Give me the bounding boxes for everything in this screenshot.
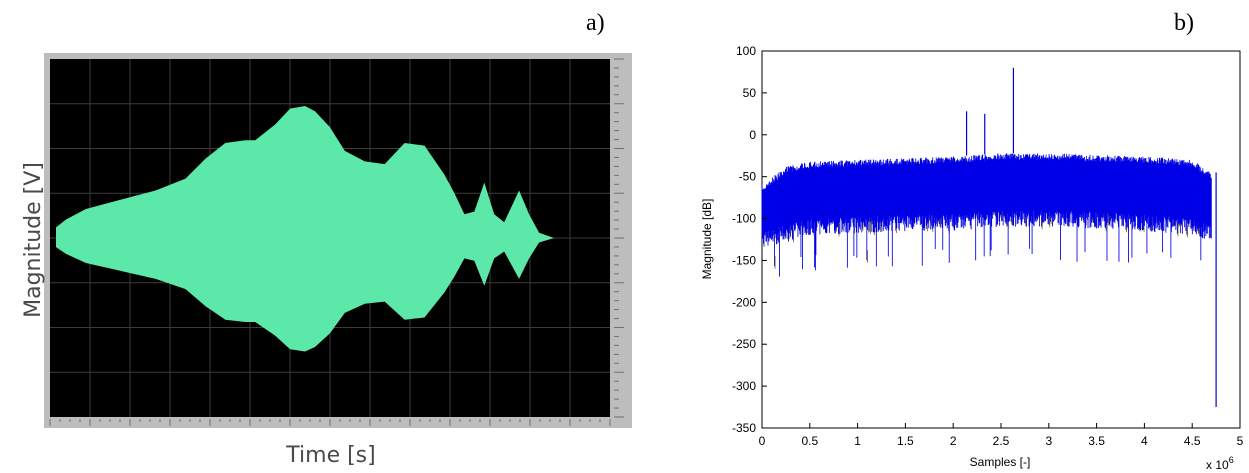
y-tick-label: 50 xyxy=(743,86,757,100)
x-tick-label: 0.5 xyxy=(801,434,818,448)
x-tick-label: 1 xyxy=(854,434,861,448)
spectrum-line xyxy=(761,153,1212,277)
y-tick-label: 100 xyxy=(736,44,756,58)
signal-envelope xyxy=(56,106,554,352)
y-tick-label: -50 xyxy=(739,170,757,184)
panel-b: b) 0 0.5 1 1.5 2 2.5 3 3.5 4 4.5 5 100 50 0 -50 -100 -15… xyxy=(700,10,1244,472)
y-tick-label: -350 xyxy=(732,421,756,435)
panel-b-ticks: 0 0.5 1 1.5 2 2.5 3 3.5 4 4.5 5 100 50 0 -50 -100 -150 -2… xyxy=(732,44,1244,448)
x-tick-label: 5 xyxy=(1237,434,1244,448)
spectrum-trace xyxy=(761,67,1217,408)
panel-b-x-multiplier-base: x 10 xyxy=(1206,458,1229,472)
y-tick-label: 0 xyxy=(749,128,756,142)
panel-a-x-axis-label: Time [s] xyxy=(285,443,375,468)
panel-b-x-axis-label: Samples [-] xyxy=(970,455,1031,469)
x-tick-label: 2.5 xyxy=(993,434,1010,448)
panel-a-y-axis-label: Magnitude [V] xyxy=(21,162,46,318)
y-tick-label: -200 xyxy=(732,295,756,309)
panel-a-label: a) xyxy=(586,10,605,36)
x-tick-label: 4 xyxy=(1141,434,1148,448)
panel-b-axes-box xyxy=(761,50,1241,429)
y-tick-label: -250 xyxy=(732,337,756,351)
x-tick-label: 3.5 xyxy=(1088,434,1105,448)
y-tick-label: -100 xyxy=(732,212,756,226)
panel-a: a) Magnitude [V] Time [s] xyxy=(21,10,632,468)
scope-right-ruler xyxy=(614,58,624,418)
panel-b-y-axis-label: Magnitude [dB] xyxy=(700,199,714,280)
x-tick-label: 1.5 xyxy=(897,434,914,448)
x-tick-label: 3 xyxy=(1045,434,1052,448)
x-tick-label: 0 xyxy=(759,434,766,448)
panel-b-x-multiplier-exponent: 6 xyxy=(1229,455,1234,465)
x-tick-label: 4.5 xyxy=(1184,434,1201,448)
scope-bottom-ruler xyxy=(49,419,611,426)
x-tick-label: 2 xyxy=(950,434,957,448)
panel-b-label: b) xyxy=(1174,10,1194,36)
panel-b-x-multiplier: x 106 xyxy=(1206,455,1234,472)
y-tick-label: -300 xyxy=(732,379,756,393)
y-tick-label: -150 xyxy=(732,253,756,267)
